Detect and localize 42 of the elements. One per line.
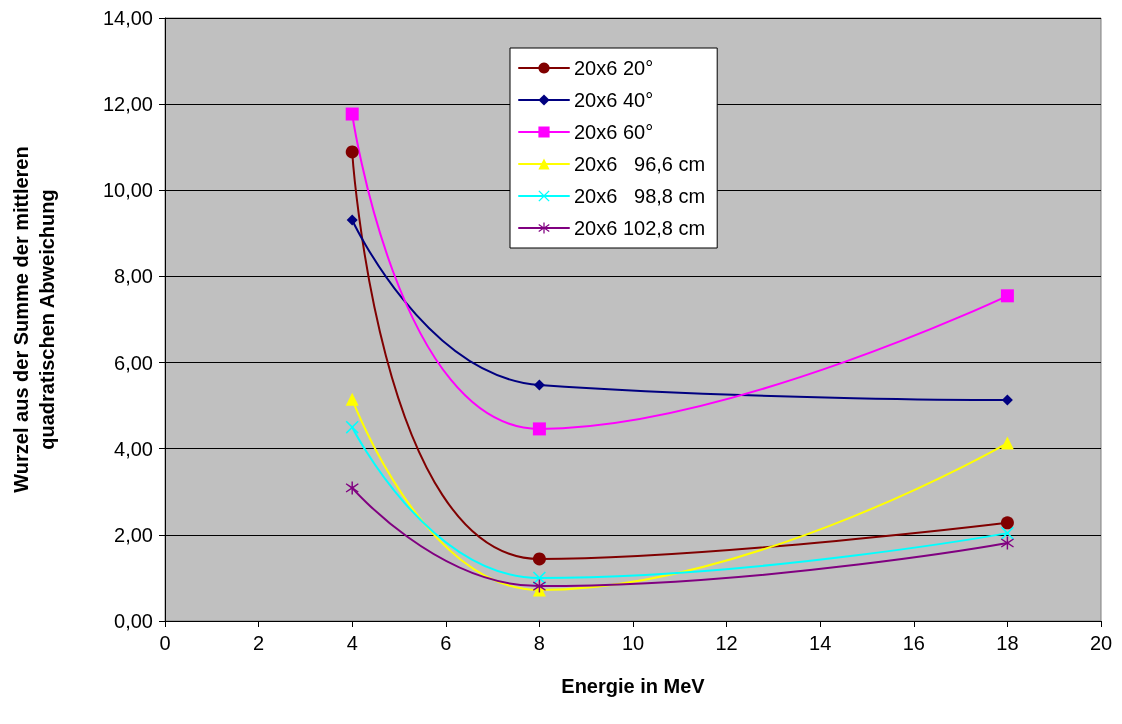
x-tick-label: 16 bbox=[902, 632, 925, 654]
legend-label: 20x6 40° bbox=[574, 89, 654, 111]
x-tick-label: 12 bbox=[715, 632, 738, 654]
y-axis-title: Wurzel aus der Summe der mittleren quadratischen Abweichung bbox=[10, 146, 58, 493]
point bbox=[1000, 536, 1014, 550]
point bbox=[1000, 289, 1014, 303]
x-tick-label: 10 bbox=[621, 632, 645, 654]
x-axis-title: Energie in MeV bbox=[561, 675, 706, 697]
y-tick-label: 0,00 bbox=[114, 610, 153, 632]
legend-label: 20x6 96,6 cm bbox=[574, 153, 706, 175]
point bbox=[345, 392, 359, 406]
point bbox=[532, 579, 546, 593]
y-tick-label: 6,00 bbox=[114, 351, 153, 374]
point bbox=[1000, 516, 1014, 530]
x-tick-label: 8 bbox=[533, 632, 545, 654]
point bbox=[1000, 526, 1014, 540]
x-tick-label: 2 bbox=[253, 632, 265, 654]
y-tick-label: 8,00 bbox=[114, 265, 153, 288]
point bbox=[345, 420, 359, 434]
y-tick-label: 12,00 bbox=[102, 93, 153, 116]
point bbox=[345, 145, 359, 159]
x-tick-label: 6 bbox=[440, 632, 452, 654]
legend-label: 20x6 102,8 cm bbox=[574, 217, 706, 239]
point bbox=[345, 481, 359, 495]
legend-label: 20x6 98,8 cm bbox=[574, 185, 706, 207]
y-tick-label: 2,00 bbox=[114, 523, 153, 546]
y-tick-label: 14,00 bbox=[102, 7, 153, 29]
point bbox=[346, 214, 358, 226]
point bbox=[532, 422, 546, 436]
legend-label: 20x6 60° bbox=[574, 121, 654, 143]
y-tick-label: 4,00 bbox=[114, 437, 153, 460]
y-tick-label: 10,00 bbox=[102, 179, 153, 202]
x-tick-label: 18 bbox=[996, 632, 1019, 654]
legend-label: 20x6 20° bbox=[574, 57, 654, 79]
x-tick-label: 0 bbox=[159, 632, 171, 654]
x-tick-label: 14 bbox=[809, 632, 832, 654]
point bbox=[533, 379, 545, 391]
x-tick-label: 4 bbox=[346, 632, 358, 654]
point bbox=[345, 107, 359, 121]
point bbox=[532, 552, 546, 566]
x-tick-label: 20 bbox=[1089, 632, 1113, 654]
point bbox=[1000, 436, 1014, 450]
